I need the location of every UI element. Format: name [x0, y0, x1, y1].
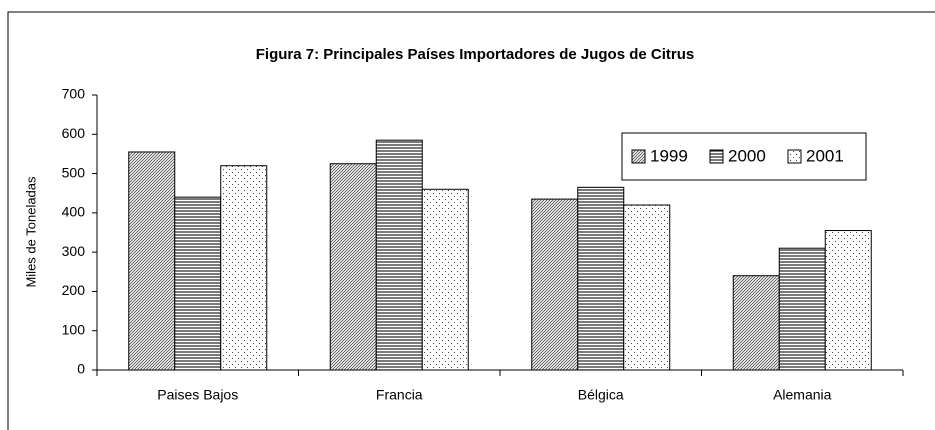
x-tick-label: Francia: [376, 387, 423, 403]
y-tick-label: 300: [62, 243, 86, 259]
bar: [623, 204, 671, 371]
legend-swatch: [631, 149, 646, 164]
frame: [7, 11, 935, 430]
bar: [824, 230, 872, 371]
legend-swatch: [709, 149, 724, 164]
y-tick-label: 500: [62, 164, 86, 180]
legend-label: 2001: [806, 146, 844, 165]
bar: [421, 188, 469, 371]
y-tick-label: 400: [62, 204, 86, 220]
y-tick-label: 100: [62, 321, 86, 337]
bar: [732, 275, 780, 371]
bar: [375, 139, 423, 371]
y-tick-label: 600: [62, 125, 86, 141]
bar: [778, 247, 826, 371]
y-axis-label: Miles de Toneladas: [23, 176, 38, 288]
legend-label: 1999: [650, 146, 688, 165]
bar: [220, 165, 268, 371]
bar: [329, 163, 377, 371]
x-tick-label: Paises Bajos: [157, 387, 238, 403]
legend-swatch: [787, 149, 802, 164]
y-tick-label: 200: [62, 282, 86, 298]
bar: [128, 151, 176, 371]
legend-label: 2000: [728, 146, 766, 165]
chart-title: Figura 7: Principales Países Importadore…: [256, 46, 694, 63]
y-tick-label: 700: [62, 86, 86, 102]
y-tick-label: 0: [77, 361, 85, 377]
x-tick-label: Bélgica: [578, 387, 624, 403]
bar: [531, 198, 579, 371]
legend-box: [621, 132, 867, 181]
x-tick-label: Alemania: [773, 387, 832, 403]
bar: [577, 186, 625, 371]
bar: [174, 196, 222, 371]
